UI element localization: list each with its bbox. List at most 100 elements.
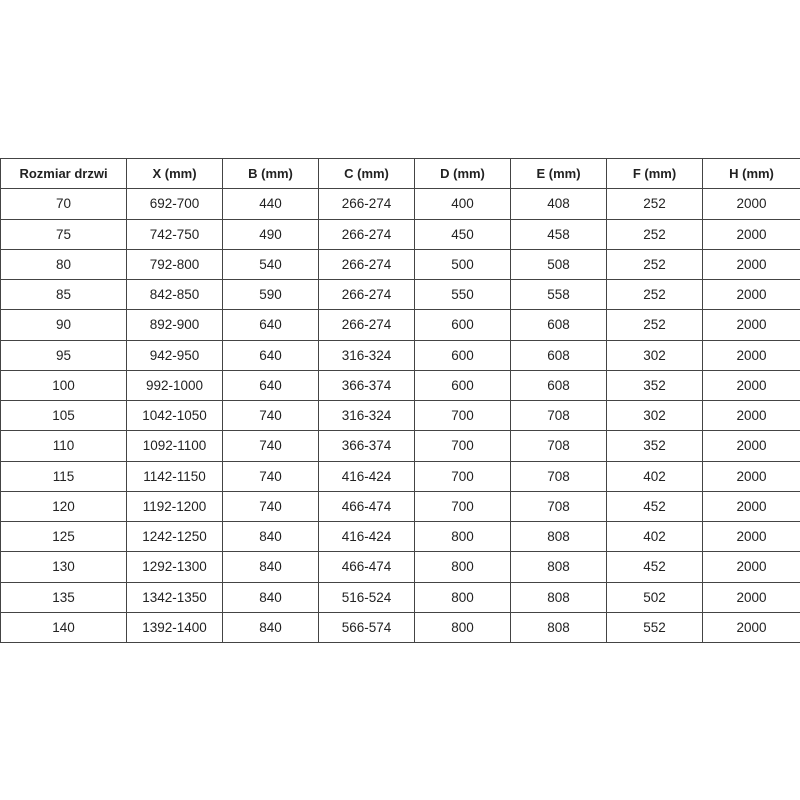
table-cell: 500 xyxy=(414,248,511,281)
table-cell: 105 xyxy=(0,399,127,432)
table-row: 105 1042-1050 740 316-324 700 708 302 2000 xyxy=(0,399,800,432)
table-cell: 1092-1100 xyxy=(126,430,223,462)
table-row: 115 1142-1150 740 416-424 700 708 402 2000 xyxy=(0,460,800,492)
table-cell: 266-274 xyxy=(318,188,415,220)
table-row: 70 692-700 440 266-274 400 408 252 2000 xyxy=(0,188,800,220)
column-header: E (mm) xyxy=(510,157,607,190)
table-cell: 2000 xyxy=(702,430,800,462)
table-cell: 135 xyxy=(0,581,127,613)
table-cell: 840 xyxy=(222,551,319,583)
table-cell: 740 xyxy=(222,460,319,492)
table-cell: 80 xyxy=(0,248,127,281)
table-cell: 440 xyxy=(222,188,319,220)
table-cell: 700 xyxy=(414,399,511,432)
table-cell: 266-274 xyxy=(318,218,415,250)
table-row: 90 892-900 640 266-274 600 608 252 2000 xyxy=(0,309,800,341)
table-cell: 366-374 xyxy=(318,430,415,462)
table-cell: 416-424 xyxy=(318,460,415,492)
table-cell: 840 xyxy=(222,520,319,553)
table-cell: 740 xyxy=(222,490,319,523)
header-row: Rozmiar drzwi X (mm) B (mm) C (mm) D (mm) E (… xyxy=(0,157,800,190)
table-cell: 252 xyxy=(606,188,703,220)
table-cell: 708 xyxy=(510,490,607,523)
table-cell: 302 xyxy=(606,399,703,432)
table-cell: 408 xyxy=(510,188,607,220)
table-cell: 125 xyxy=(0,520,127,553)
table-cell: 2000 xyxy=(702,460,800,492)
table-cell: 316-324 xyxy=(318,339,415,371)
table-cell: 130 xyxy=(0,551,127,583)
table-cell: 100 xyxy=(0,369,127,402)
table-cell: 2000 xyxy=(702,369,800,402)
table-cell: 740 xyxy=(222,399,319,432)
table-cell: 516-524 xyxy=(318,581,415,613)
table-cell: 800 xyxy=(414,520,511,553)
table-cell: 708 xyxy=(510,430,607,462)
table-cell: 402 xyxy=(606,460,703,492)
table-cell: 742-750 xyxy=(126,218,223,250)
table-cell: 266-274 xyxy=(318,248,415,281)
table-cell: 110 xyxy=(0,430,127,462)
column-header: D (mm) xyxy=(414,157,511,190)
table-cell: 540 xyxy=(222,248,319,281)
table-cell: 1042-1050 xyxy=(126,399,223,432)
table-cell: 942-950 xyxy=(126,339,223,371)
table-cell: 400 xyxy=(414,188,511,220)
table-row: 135 1342-1350 840 516-524 800 808 502 2000 xyxy=(0,581,800,613)
table-cell: 302 xyxy=(606,339,703,371)
table-cell: 452 xyxy=(606,490,703,523)
table-cell: 692-700 xyxy=(126,188,223,220)
table-cell: 550 xyxy=(414,278,511,311)
table-cell: 840 xyxy=(222,581,319,613)
table-cell: 800 xyxy=(414,611,511,644)
table-cell: 2000 xyxy=(702,581,800,613)
column-header: B (mm) xyxy=(222,157,319,190)
table-cell: 452 xyxy=(606,551,703,583)
table-cell: 608 xyxy=(510,339,607,371)
table-cell: 800 xyxy=(414,551,511,583)
table-row: 125 1242-1250 840 416-424 800 808 402 2000 xyxy=(0,520,800,553)
table-row: 140 1392-1400 840 566-574 800 808 552 2000 xyxy=(0,611,800,644)
table-cell: 416-424 xyxy=(318,520,415,553)
table-cell: 95 xyxy=(0,339,127,371)
table-cell: 316-324 xyxy=(318,399,415,432)
table-cell: 808 xyxy=(510,581,607,613)
table-cell: 808 xyxy=(510,551,607,583)
table-cell: 892-900 xyxy=(126,309,223,341)
table-cell: 792-800 xyxy=(126,248,223,281)
table-cell: 2000 xyxy=(702,278,800,311)
dimensions-table: Rozmiar drzwi X (mm) B (mm) C (mm) D (mm) E (… xyxy=(0,157,800,644)
table-cell: 1292-1300 xyxy=(126,551,223,583)
table-cell: 450 xyxy=(414,218,511,250)
table-row: 100 992-1000 640 366-374 600 608 352 2000 xyxy=(0,369,800,402)
table-cell: 266-274 xyxy=(318,309,415,341)
table-cell: 800 xyxy=(414,581,511,613)
table-cell: 740 xyxy=(222,430,319,462)
table-cell: 700 xyxy=(414,430,511,462)
table-cell: 140 xyxy=(0,611,127,644)
table-cell: 90 xyxy=(0,309,127,341)
table-cell: 600 xyxy=(414,309,511,341)
table-cell: 566-574 xyxy=(318,611,415,644)
table-cell: 1242-1250 xyxy=(126,520,223,553)
table-cell: 640 xyxy=(222,369,319,402)
table-cell: 2000 xyxy=(702,339,800,371)
column-header: C (mm) xyxy=(318,157,415,190)
table-cell: 2000 xyxy=(702,218,800,250)
table-cell: 2000 xyxy=(702,309,800,341)
table-cell: 466-474 xyxy=(318,551,415,583)
table-cell: 590 xyxy=(222,278,319,311)
table-cell: 85 xyxy=(0,278,127,311)
table-cell: 2000 xyxy=(702,248,800,281)
table-row: 95 942-950 640 316-324 600 608 302 2000 xyxy=(0,339,800,371)
table-cell: 708 xyxy=(510,460,607,492)
table-cell: 558 xyxy=(510,278,607,311)
table-row: 110 1092-1100 740 366-374 700 708 352 2000 xyxy=(0,430,800,462)
column-header: F (mm) xyxy=(606,157,703,190)
table-cell: 600 xyxy=(414,369,511,402)
table-cell: 808 xyxy=(510,611,607,644)
table-cell: 75 xyxy=(0,218,127,250)
table-cell: 640 xyxy=(222,339,319,371)
column-header: X (mm) xyxy=(126,157,223,190)
table-cell: 252 xyxy=(606,309,703,341)
